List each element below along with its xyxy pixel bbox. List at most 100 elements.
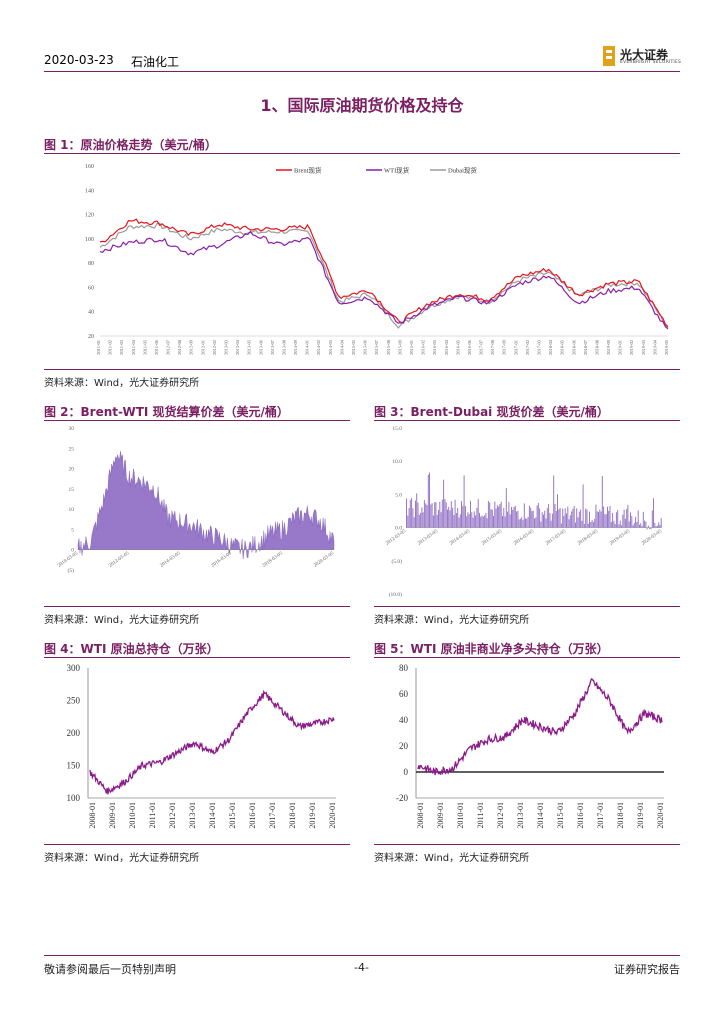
footer-divider: [44, 955, 680, 956]
fig5-y-tick-label: 80: [399, 663, 409, 673]
fig3-bar: [467, 512, 469, 528]
fig3-bar: [504, 516, 506, 528]
fig3-bar: [551, 513, 553, 528]
fig4-y-tick-label: 250: [67, 696, 81, 706]
fig1-x-tick-label: 2017-07: [479, 339, 484, 355]
fig3-bar: [475, 515, 477, 528]
fig3-bar: [655, 526, 657, 528]
fig3-bar: [642, 511, 644, 528]
fig3-bar: [586, 509, 588, 528]
fig3-bar: [654, 522, 656, 528]
fig4-x-tick-label: 2018-01: [288, 802, 297, 829]
fig5-x-tick-label: 2019-01: [636, 802, 645, 829]
fig2-title: 图 2：Brent-WTI 现货结算价差（美元/桶）: [44, 405, 289, 419]
fig3-bar: [438, 510, 439, 528]
fig3-bar: [417, 502, 419, 528]
fig3-bar: [544, 510, 546, 528]
fig2-y-tick-label: (5): [68, 567, 75, 574]
fig3-bar: [589, 511, 590, 528]
fig3-bar: [463, 475, 465, 528]
fig3-y-tick-label: 15.0: [392, 426, 402, 432]
fig2-title-rule: [44, 420, 350, 421]
fig5-chart: 80 60 40 20 0 -20 2008-01 2009-01 2010-01 2011-01…: [396, 663, 665, 829]
fig3-bar: [595, 504, 597, 528]
fig3-bar: [646, 527, 648, 530]
fig1-x-tick-label: 2015-06: [363, 339, 368, 355]
fig3-bar: [412, 508, 414, 528]
fig3-bar: [429, 472, 430, 528]
fig4-y-tick-label: 150: [67, 761, 81, 771]
fig3-bar: [430, 504, 432, 528]
footer-disclaimer: 敬请参阅最后一页特别声明: [44, 963, 176, 976]
fig3-bar: [635, 516, 637, 528]
fig3-bar: [511, 507, 512, 528]
fig3-bar: [543, 514, 544, 528]
fig2-x-tick-label: 2014-03-05: [160, 551, 182, 569]
fig1-x-tick-label: 2018-07: [583, 339, 588, 355]
fig1-x-tick-label: 2015-05: [351, 339, 356, 355]
fig1-x-tick-label: 2019-02: [629, 340, 634, 355]
fig3-bar: [535, 517, 537, 528]
fig3-bar: [470, 500, 471, 528]
fig1-x-tick-label: 2015-08: [386, 339, 391, 355]
fig5-y-tick-label: 40: [399, 715, 409, 725]
fig3-bar: [599, 509, 601, 528]
fig1-x-tick-label: 2012-08: [177, 339, 182, 355]
fig3-bar: [534, 518, 535, 528]
fig1-x-tick-label: 2018-06: [571, 339, 576, 355]
fig3-bar: [495, 508, 497, 528]
fig4-title-rule: [44, 657, 350, 658]
fig3-bar: [603, 506, 605, 528]
fig3-bar: [530, 507, 532, 528]
brand-logo-subtext: EVERBRIGHT SECURITIES: [620, 60, 682, 65]
fig3-bar: [468, 514, 470, 528]
fig2-y-tick-label: 20: [69, 467, 75, 473]
fig3-bar: [590, 522, 592, 528]
fig1-x-tick-label: 2013-07: [270, 339, 275, 355]
fig4-x-tick-label: 2012-01: [168, 802, 177, 829]
fig3-bar: [598, 512, 599, 528]
fig1-x-tick-label: 2014-02: [316, 340, 321, 355]
fig3-bar: [628, 521, 630, 528]
fig1-x-tick-label: 2019-04: [652, 339, 657, 355]
fig3-bar: [658, 522, 660, 528]
fig3-bar: [425, 503, 427, 528]
fig3-bar: [421, 507, 423, 528]
fig1-x-tick-label: 2013-08: [281, 339, 286, 355]
fig3-bar: [532, 510, 534, 528]
fig3-bar: [523, 503, 525, 528]
fig3-bar: [484, 515, 486, 528]
fig3-x-tick-label: 2019-03-05: [609, 529, 631, 547]
fig3-bar: [578, 511, 580, 528]
fig3-bar: [494, 501, 496, 528]
fig3-source: 资料来源：Wind，光大证券研究所: [374, 615, 530, 626]
fig5-y-tick-label: 60: [399, 689, 409, 699]
fig3-bar: [573, 506, 575, 528]
fig1-x-tick-label: 2019-03: [641, 339, 646, 355]
fig1-x-tick-label: 2017-08: [490, 339, 495, 355]
fig3-bar: [553, 475, 555, 528]
fig3-bar: [621, 525, 622, 528]
fig1-x-tick-label: 2018-05: [560, 339, 565, 355]
fig4-x-tick-label: 2016-01: [248, 802, 257, 829]
fig3-bar: [649, 527, 651, 529]
fig3-bar: [519, 518, 521, 528]
fig3-x-tick-label: 2020-03-05: [641, 529, 663, 547]
fig2-x-tick-label: 2018-03-05: [262, 551, 284, 569]
fig3-bar: [650, 527, 652, 530]
fig3-bar: [514, 505, 516, 528]
fig1-x-tick-label: 2017-09: [502, 339, 507, 355]
fig3-bar: [564, 508, 566, 528]
fig3-bar: [558, 509, 560, 528]
fig3-bar: [517, 510, 519, 528]
fig3-bar: [591, 519, 593, 528]
fig5-source: 资料来源：Wind，光大证券研究所: [374, 853, 530, 864]
fig3-bar: [503, 508, 505, 528]
fig3-bar: [563, 515, 565, 528]
header-divider: [44, 71, 680, 72]
fig4-source: 资料来源：Wind，光大证券研究所: [44, 853, 200, 864]
fig3-bar: [609, 506, 611, 528]
fig3-bar: [509, 514, 511, 528]
fig3-bar: [447, 509, 448, 528]
fig1-x-tick-label: 2018-08: [594, 339, 599, 355]
